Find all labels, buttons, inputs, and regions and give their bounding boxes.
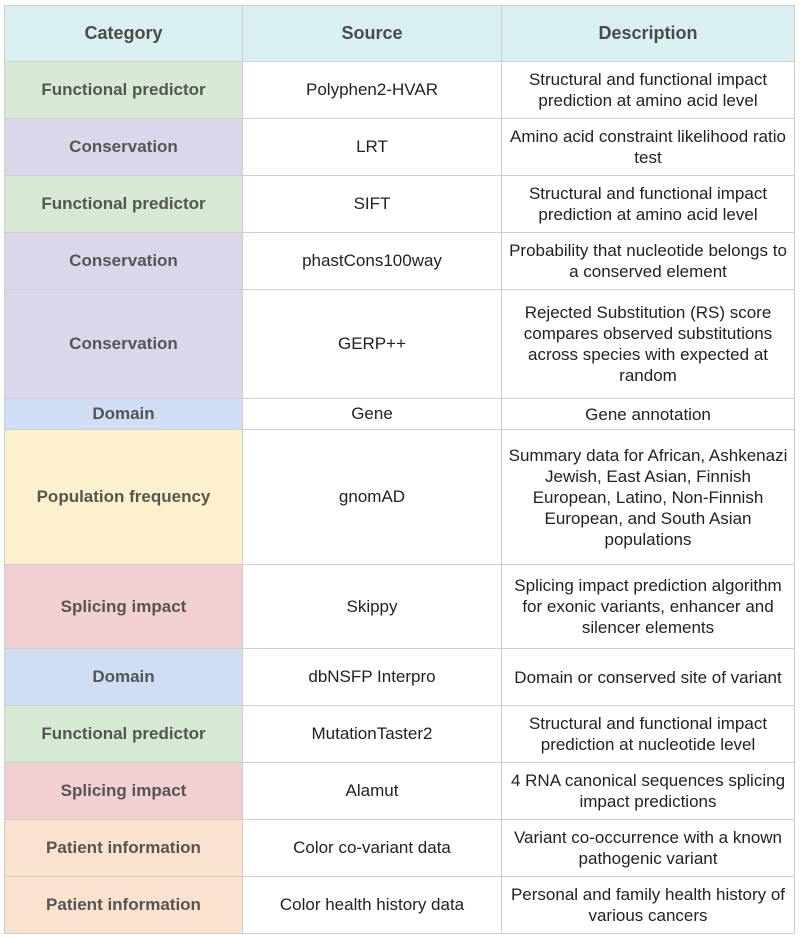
category-cell: Functional predictor: [4, 61, 243, 119]
table-row: Patient information Color co-variant dat…: [4, 819, 795, 877]
table-row: Functional predictor SIFT Structural and…: [4, 175, 795, 233]
table-row: Splicing impact Alamut 4 RNA canonical s…: [4, 762, 795, 820]
source-cell: Color co-variant data: [242, 819, 502, 877]
table-row: Functional predictor Polyphen2-HVAR Stru…: [4, 61, 795, 119]
category-cell: Conservation: [4, 118, 243, 176]
category-cell: Patient information: [4, 876, 243, 934]
header-row: Category Source Description: [4, 5, 795, 62]
description-cell: Variant co-occurrence with a known patho…: [501, 819, 795, 877]
description-cell: Structural and functional impact predict…: [501, 705, 795, 763]
table-row: Splicing impact Skippy Splicing impact p…: [4, 564, 795, 649]
description-cell: Summary data for African, Ashkenazi Jewi…: [501, 429, 795, 565]
description-cell: Splicing impact prediction algorithm for…: [501, 564, 795, 649]
table-row: Conservation GERP++ Rejected Substitutio…: [4, 289, 795, 399]
description-cell: 4 RNA canonical sequences splicing impac…: [501, 762, 795, 820]
source-cell: Alamut: [242, 762, 502, 820]
column-header-category: Category: [4, 5, 243, 62]
description-cell: Probability that nucleotide belongs to a…: [501, 232, 795, 290]
category-cell: Domain: [4, 648, 243, 706]
source-cell: Color health history data: [242, 876, 502, 934]
source-cell: phastCons100way: [242, 232, 502, 290]
category-cell: Conservation: [4, 289, 243, 399]
source-cell: gnomAD: [242, 429, 502, 565]
description-cell: Structural and functional impact predict…: [501, 61, 795, 119]
table-row: Functional predictor MutationTaster2 Str…: [4, 705, 795, 763]
description-cell: Amino acid constraint likelihood ratio t…: [501, 118, 795, 176]
source-cell: Gene: [242, 398, 502, 430]
category-cell: Functional predictor: [4, 175, 243, 233]
description-cell: Domain or conserved site of variant: [501, 648, 795, 706]
source-cell: MutationTaster2: [242, 705, 502, 763]
source-cell: Skippy: [242, 564, 502, 649]
category-cell: Domain: [4, 398, 243, 430]
source-cell: Polyphen2-HVAR: [242, 61, 502, 119]
source-cell: dbNSFP Interpro: [242, 648, 502, 706]
column-header-description: Description: [501, 5, 795, 62]
table-row: Conservation phastCons100way Probability…: [4, 232, 795, 290]
column-header-source: Source: [242, 5, 502, 62]
source-cell: GERP++: [242, 289, 502, 399]
category-cell: Splicing impact: [4, 564, 243, 649]
table-row: Conservation LRT Amino acid constraint l…: [4, 118, 795, 176]
category-cell: Population frequency: [4, 429, 243, 565]
category-cell: Patient information: [4, 819, 243, 877]
table-row: Patient information Color health history…: [4, 876, 795, 934]
table-row: Domain Gene Gene annotation: [4, 398, 795, 430]
description-cell: Rejected Substitution (RS) score compare…: [501, 289, 795, 399]
source-cell: LRT: [242, 118, 502, 176]
description-cell: Personal and family health history of va…: [501, 876, 795, 934]
category-cell: Conservation: [4, 232, 243, 290]
source-cell: SIFT: [242, 175, 502, 233]
table-row: Population frequency gnomAD Summary data…: [4, 429, 795, 565]
annotation-sources-table: Category Source Description Functional p…: [4, 5, 795, 934]
table-row: Domain dbNSFP Interpro Domain or conserv…: [4, 648, 795, 706]
description-cell: Gene annotation: [501, 398, 795, 430]
category-cell: Functional predictor: [4, 705, 243, 763]
description-cell: Structural and functional impact predict…: [501, 175, 795, 233]
category-cell: Splicing impact: [4, 762, 243, 820]
